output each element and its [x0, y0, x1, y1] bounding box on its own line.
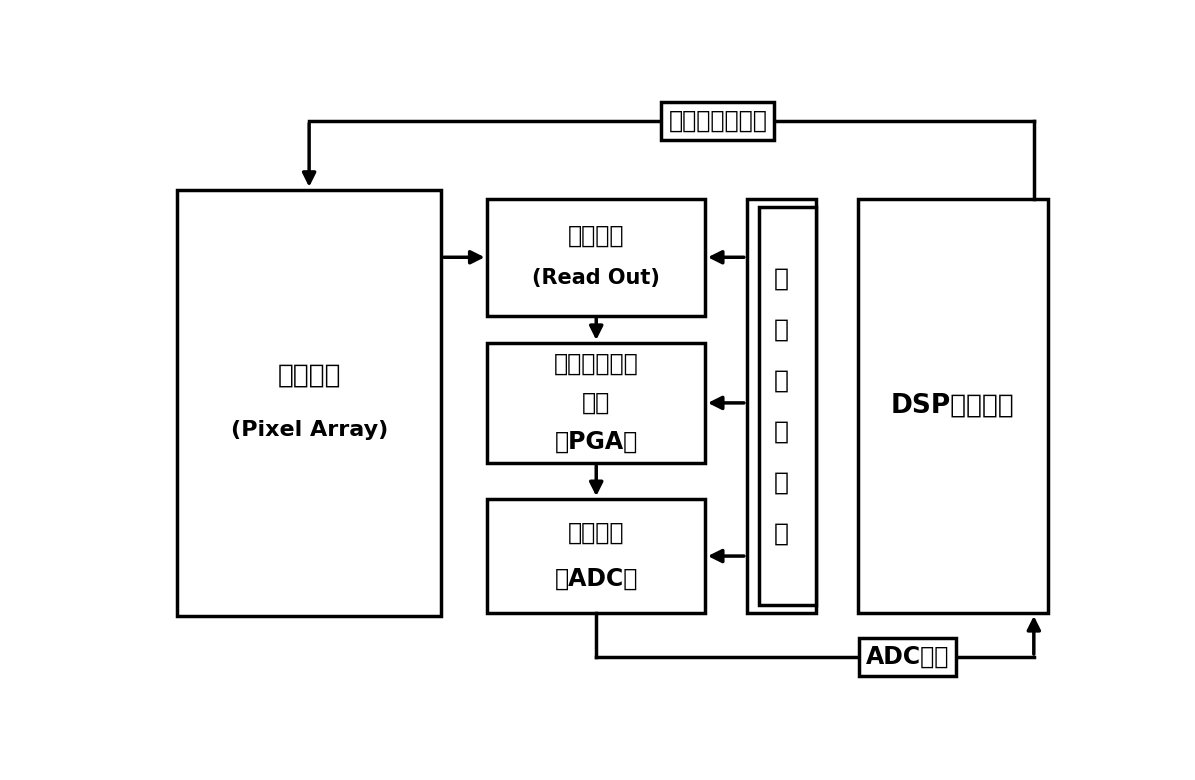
Bar — [177, 190, 441, 616]
Bar — [488, 199, 705, 316]
Text: 曝光及取样启动: 曝光及取样启动 — [668, 108, 767, 133]
Text: 电: 电 — [774, 266, 789, 290]
Text: 制: 制 — [774, 420, 789, 444]
Text: （ADC）: （ADC） — [554, 567, 638, 591]
Text: 大器: 大器 — [582, 391, 611, 415]
Text: 像素阵列: 像素阵列 — [277, 363, 341, 389]
Text: （PGA）: （PGA） — [554, 430, 638, 454]
Bar — [488, 499, 705, 613]
Text: 可编程增益放: 可编程增益放 — [553, 352, 638, 376]
Bar — [858, 199, 1048, 613]
Text: DSP处理模块: DSP处理模块 — [891, 393, 1015, 419]
Text: 块: 块 — [774, 522, 789, 545]
Text: 流: 流 — [774, 317, 789, 342]
Bar — [488, 343, 705, 463]
Text: 模: 模 — [774, 470, 789, 495]
Text: 控: 控 — [774, 368, 789, 392]
Text: 读出电路: 读出电路 — [568, 224, 625, 248]
Bar — [747, 199, 816, 613]
Text: ADC数据: ADC数据 — [866, 645, 949, 669]
Text: (Read Out): (Read Out) — [532, 268, 660, 289]
Text: (Pixel Array): (Pixel Array) — [231, 420, 387, 440]
Text: 模数转换: 模数转换 — [568, 521, 625, 545]
Bar — [759, 207, 816, 605]
